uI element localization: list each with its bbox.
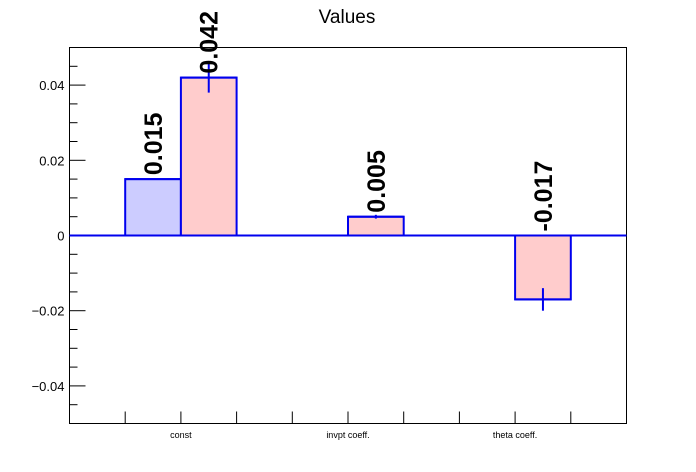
data-label: -0.017 bbox=[530, 161, 558, 232]
y-tick-label: 0 bbox=[57, 229, 64, 244]
x-tick-label: const bbox=[170, 430, 192, 440]
data-label: 0.005 bbox=[363, 150, 391, 213]
bar bbox=[179, 76, 238, 237]
x-tick-label: theta coeff. bbox=[493, 430, 537, 440]
data-label: 0.042 bbox=[196, 11, 224, 74]
y-tick-label: −0.02 bbox=[32, 304, 65, 319]
x-tick-label: invpt coeff. bbox=[326, 430, 369, 440]
data-labels: 0.015 0.042 0.005 -0.017 bbox=[140, 11, 558, 231]
data-label: 0.015 bbox=[140, 112, 168, 175]
x-axis: const invpt coeff. theta coeff. bbox=[124, 411, 572, 440]
y-tick-label: 0.04 bbox=[39, 78, 64, 93]
y-tick-label: −0.04 bbox=[32, 379, 65, 394]
y-tick-label: 0.02 bbox=[39, 153, 64, 168]
chart-title: Values bbox=[319, 7, 376, 28]
y-axis: −0.04 −0.02 0 0.02 0.04 bbox=[32, 47, 86, 424]
bar bbox=[124, 178, 182, 237]
bar bbox=[347, 215, 405, 237]
bars bbox=[124, 62, 572, 311]
